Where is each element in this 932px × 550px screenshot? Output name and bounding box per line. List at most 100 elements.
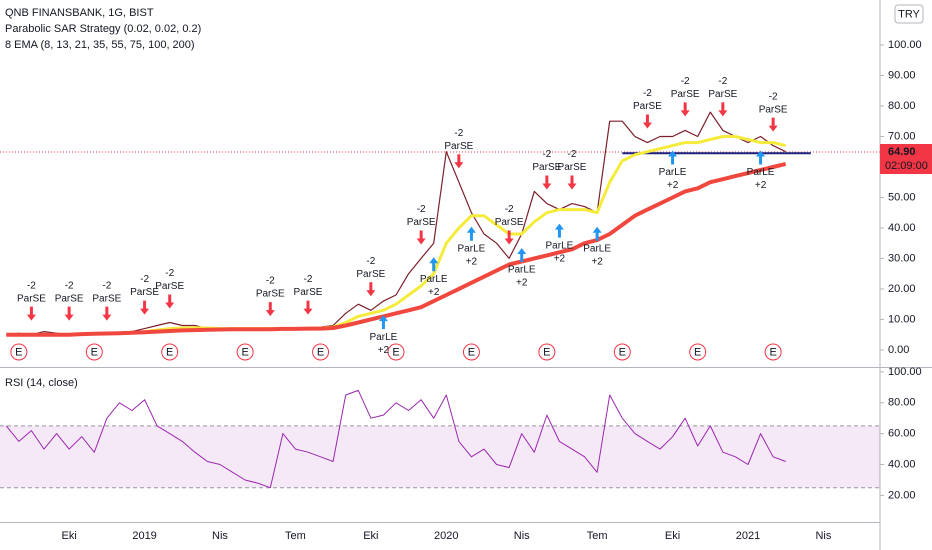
x-tick-label: Tem bbox=[587, 530, 608, 542]
short-arrow bbox=[366, 282, 376, 297]
signal-label: ParSE bbox=[17, 293, 46, 304]
earnings-marker bbox=[236, 343, 254, 361]
signal-label: ParLE bbox=[546, 240, 574, 251]
short-arrow bbox=[718, 102, 728, 117]
x-tick-label: Eki bbox=[665, 530, 680, 542]
earnings-marker bbox=[538, 343, 556, 361]
x-tick-label: 2019 bbox=[132, 530, 156, 542]
signal-qty: -2 bbox=[643, 88, 652, 99]
y-tick-label: 30.00 bbox=[888, 252, 916, 264]
earnings-label: E bbox=[619, 346, 626, 358]
y-tick-label: 20.00 bbox=[888, 489, 916, 501]
signal-qty: -2 bbox=[304, 274, 313, 285]
currency[interactable]: TRY bbox=[898, 8, 920, 20]
y-tick-label: 80.00 bbox=[888, 100, 916, 112]
y-tick-label: 70.00 bbox=[888, 130, 916, 142]
signal-label: ParSE bbox=[708, 89, 737, 100]
signal-label: ParLE bbox=[659, 167, 687, 178]
signal-qty: +2 bbox=[428, 287, 440, 298]
long-arrow bbox=[378, 315, 388, 330]
signal-qty: -2 bbox=[65, 280, 74, 291]
signal-qty: +2 bbox=[667, 180, 679, 191]
earnings-marker bbox=[764, 343, 782, 361]
long-arrow bbox=[756, 150, 766, 165]
x-tick-label: Eki bbox=[62, 530, 77, 542]
signal-label: ParSE bbox=[444, 141, 473, 152]
last-price: 64.90 bbox=[888, 146, 916, 158]
earnings-label: E bbox=[15, 346, 22, 358]
x-tick-label: Nis bbox=[815, 530, 831, 542]
signal-qty: +2 bbox=[554, 253, 566, 264]
series-line bbox=[6, 161, 787, 337]
signal-qty: +2 bbox=[466, 256, 478, 267]
signal-qty: -2 bbox=[417, 204, 426, 215]
signal-qty: -2 bbox=[102, 280, 111, 291]
y-tick-label: 50.00 bbox=[888, 191, 916, 203]
short-arrow bbox=[542, 175, 552, 190]
signal-label: ParSE bbox=[294, 287, 323, 298]
long-arrow bbox=[517, 248, 527, 263]
signal-qty: +2 bbox=[378, 345, 390, 356]
rsi-band bbox=[0, 425, 880, 488]
earnings-label: E bbox=[694, 346, 701, 358]
signal-label: ParSE bbox=[55, 293, 84, 304]
y-tick-label: 90.00 bbox=[888, 69, 916, 81]
short-arrow bbox=[567, 175, 577, 190]
signal-label: ParLE bbox=[420, 274, 448, 285]
signal-qty: -2 bbox=[366, 256, 375, 267]
signal-qty: -2 bbox=[266, 276, 275, 287]
x-tick-label: 2020 bbox=[434, 530, 458, 542]
long-arrow bbox=[466, 226, 476, 241]
earnings-marker bbox=[85, 343, 103, 361]
earnings-label: E bbox=[166, 346, 173, 358]
signal-label: ParSE bbox=[256, 289, 285, 300]
y-tick-label: 100.00 bbox=[888, 39, 922, 51]
short-arrow bbox=[768, 117, 778, 132]
y-tick-label: 60.00 bbox=[888, 428, 916, 440]
signal-label: ParLE bbox=[508, 265, 536, 276]
earnings-label: E bbox=[769, 346, 776, 358]
signal-label: ParSE bbox=[130, 287, 159, 298]
earnings-marker bbox=[689, 343, 707, 361]
short-arrow bbox=[265, 302, 275, 317]
countdown: 02:09:00 bbox=[885, 160, 928, 172]
earnings-marker bbox=[312, 343, 330, 361]
earnings-marker bbox=[462, 343, 480, 361]
chart-title: QNB FINANSBANK, 1G, BIST bbox=[5, 7, 154, 19]
short-arrow bbox=[416, 230, 426, 245]
long-arrow bbox=[554, 223, 564, 238]
series-line bbox=[5, 389, 786, 489]
signal-qty: -2 bbox=[505, 204, 514, 215]
y-tick-label: 80.00 bbox=[888, 397, 916, 409]
short-arrow bbox=[680, 102, 690, 117]
earnings-label: E bbox=[543, 346, 550, 358]
short-arrow bbox=[165, 294, 175, 309]
x-tick-label: Eki bbox=[363, 530, 378, 542]
earnings-marker bbox=[387, 343, 405, 361]
short-arrow bbox=[303, 300, 313, 315]
indicator-sar: Parabolic SAR Strategy (0.02, 0.02, 0.2) bbox=[5, 23, 201, 35]
short-arrow bbox=[504, 230, 514, 245]
earnings-label: E bbox=[392, 346, 399, 358]
signal-label: ParSE bbox=[495, 217, 524, 228]
currency-button[interactable] bbox=[894, 4, 924, 24]
signal-label: ParSE bbox=[558, 162, 587, 173]
short-arrow bbox=[26, 306, 36, 321]
earnings-marker bbox=[161, 343, 179, 361]
signal-qty: +2 bbox=[516, 278, 528, 289]
signal-qty: +2 bbox=[591, 256, 603, 267]
signal-label: ParSE bbox=[356, 269, 385, 280]
x-tick-label: 2021 bbox=[736, 530, 760, 542]
x-tick-label: Nis bbox=[212, 530, 228, 542]
signal-label: ParSE bbox=[671, 89, 700, 100]
y-tick-label: 100.00 bbox=[888, 366, 922, 378]
rsi-title: RSI (14, close) bbox=[5, 377, 78, 389]
signal-label: ParLE bbox=[747, 167, 775, 178]
signal-qty: -2 bbox=[27, 280, 36, 291]
long-arrow bbox=[429, 257, 439, 272]
last-price-tag bbox=[880, 144, 932, 175]
y-tick-label: 0.00 bbox=[888, 344, 909, 356]
signal-qty: -2 bbox=[542, 149, 551, 160]
short-arrow bbox=[642, 114, 652, 129]
